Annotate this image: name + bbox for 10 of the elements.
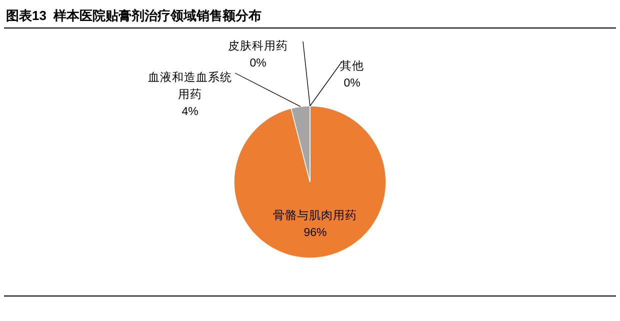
text: 0%: [250, 58, 266, 70]
text: 0%: [344, 78, 360, 90]
slice-label: 骨骼与肌肉用药: [273, 208, 358, 222]
data-label: 96%: [304, 226, 327, 239]
slice-label: 血液和造血系统用药: [148, 70, 232, 101]
category-label: 其他: [340, 60, 364, 72]
chart-title: 图表13 样本医院贴膏剂治疗领域销售额分布: [6, 8, 262, 23]
category-label: 皮肤科用药: [228, 40, 288, 52]
data-label: 4%: [182, 106, 198, 118]
pie-slice: [234, 106, 386, 258]
